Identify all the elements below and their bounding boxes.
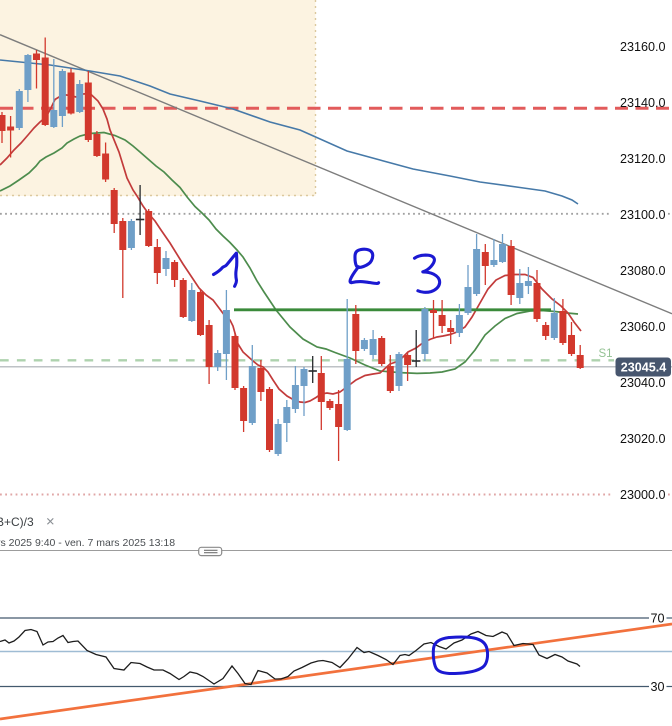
svg-text:23100.0: 23100.0 [620,208,666,222]
svg-text:30: 30 [651,680,665,694]
svg-text:B+C)/3: B+C)/3 [0,515,34,529]
svg-text:70: 70 [651,612,665,626]
svg-text:23060.0: 23060.0 [620,320,666,334]
svg-text:23000.0: 23000.0 [620,488,666,502]
svg-text:23160.0: 23160.0 [620,40,666,54]
svg-text:23140.0: 23140.0 [620,96,666,110]
svg-text:23020.0: 23020.0 [620,432,666,446]
svg-text:23080.0: 23080.0 [620,264,666,278]
svg-text:rs 2025 9:40 - ven. 7 mars 202: rs 2025 9:40 - ven. 7 mars 2025 13:18 [0,537,175,549]
svg-text:23045.4: 23045.4 [621,361,667,375]
svg-text:23120.0: 23120.0 [620,152,666,166]
svg-text:23040.0: 23040.0 [620,376,666,390]
svg-text:S1: S1 [599,348,613,360]
svg-text:✕: ✕ [46,517,56,529]
